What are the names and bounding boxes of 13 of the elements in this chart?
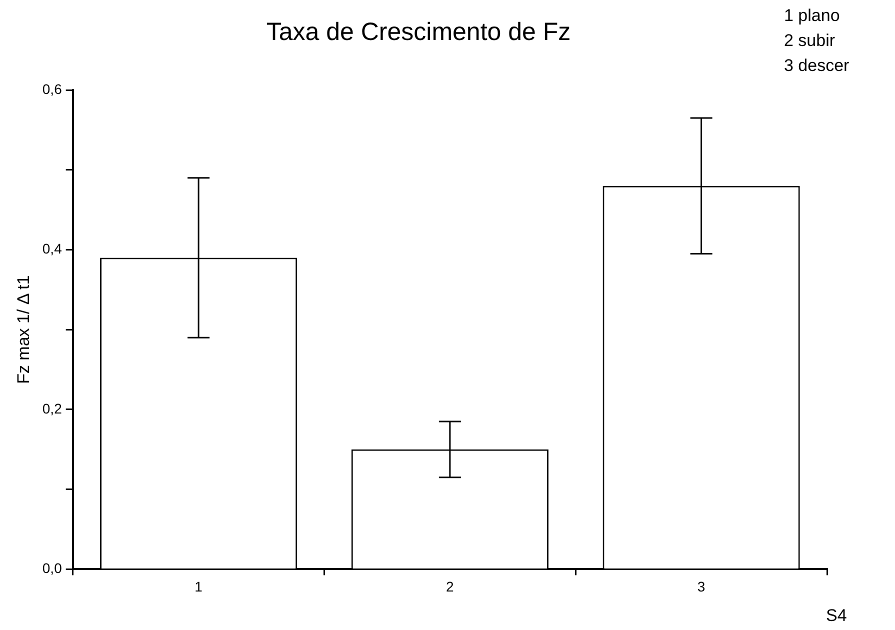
x-tick-label: 1 [194,578,203,594]
x-tick-label: 3 [697,578,706,594]
y-tick-label: 0,2 [42,400,62,416]
y-tick-label: 0,0 [42,560,62,576]
y-tick-label: 0,4 [42,240,62,257]
y-axis-title: Fz max 1/ Δ t1 [14,275,33,384]
text: S4 [826,606,847,626]
chart-title: Taxa de Crescimento de Fz [266,18,571,46]
text: 3 descer [784,56,850,76]
text: 1 plano [784,6,840,26]
y-tick-label: 0,6 [42,80,62,97]
text: 2 subir [784,31,836,50]
x-tick-label: 2 [446,578,454,594]
